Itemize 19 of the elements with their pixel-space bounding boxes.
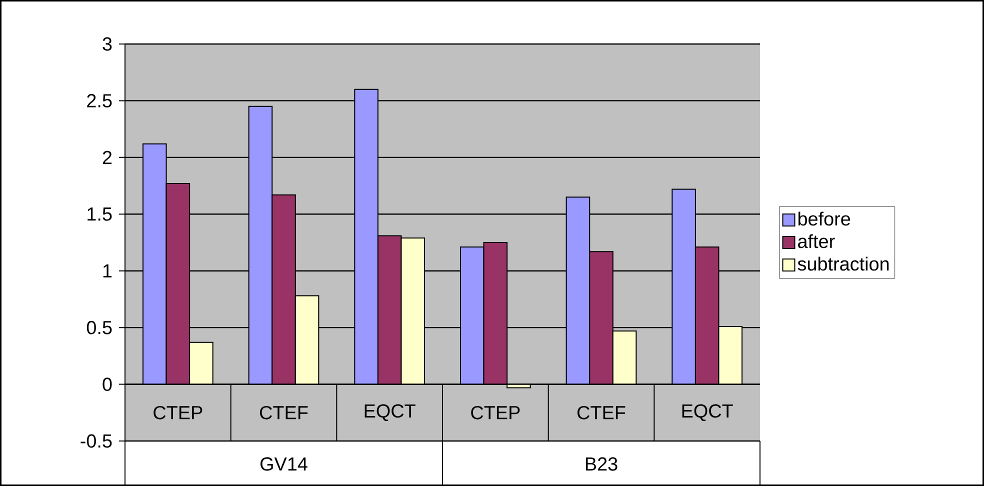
y-tick-label: -0.5 (80, 434, 112, 448)
y-tick-label: 1.5 (88, 208, 112, 221)
y-tick-label: 3 (102, 37, 112, 51)
x-tick-label: EQCT (682, 404, 733, 422)
x-tick-label: EQCT (364, 404, 416, 422)
y-tick-label: 2 (102, 150, 112, 164)
x-tick-label: CTEF (578, 406, 626, 420)
text: GV14 (260, 457, 308, 471)
y-tick-label: 1 (103, 264, 112, 278)
legend-label: before (798, 212, 850, 226)
y-tick-label: 2.5 (87, 94, 112, 108)
y-tick-label: 0.5 (86, 320, 112, 334)
x-tick-label: CTEF (260, 406, 308, 420)
y-tick-label: 0 (102, 378, 112, 391)
text: B23 (586, 457, 618, 471)
legend-label: after (798, 234, 835, 248)
legend-label: subtraction (798, 256, 889, 271)
x-tick-label: CTEP (471, 406, 520, 420)
x-tick-label: CTEP (154, 406, 202, 420)
